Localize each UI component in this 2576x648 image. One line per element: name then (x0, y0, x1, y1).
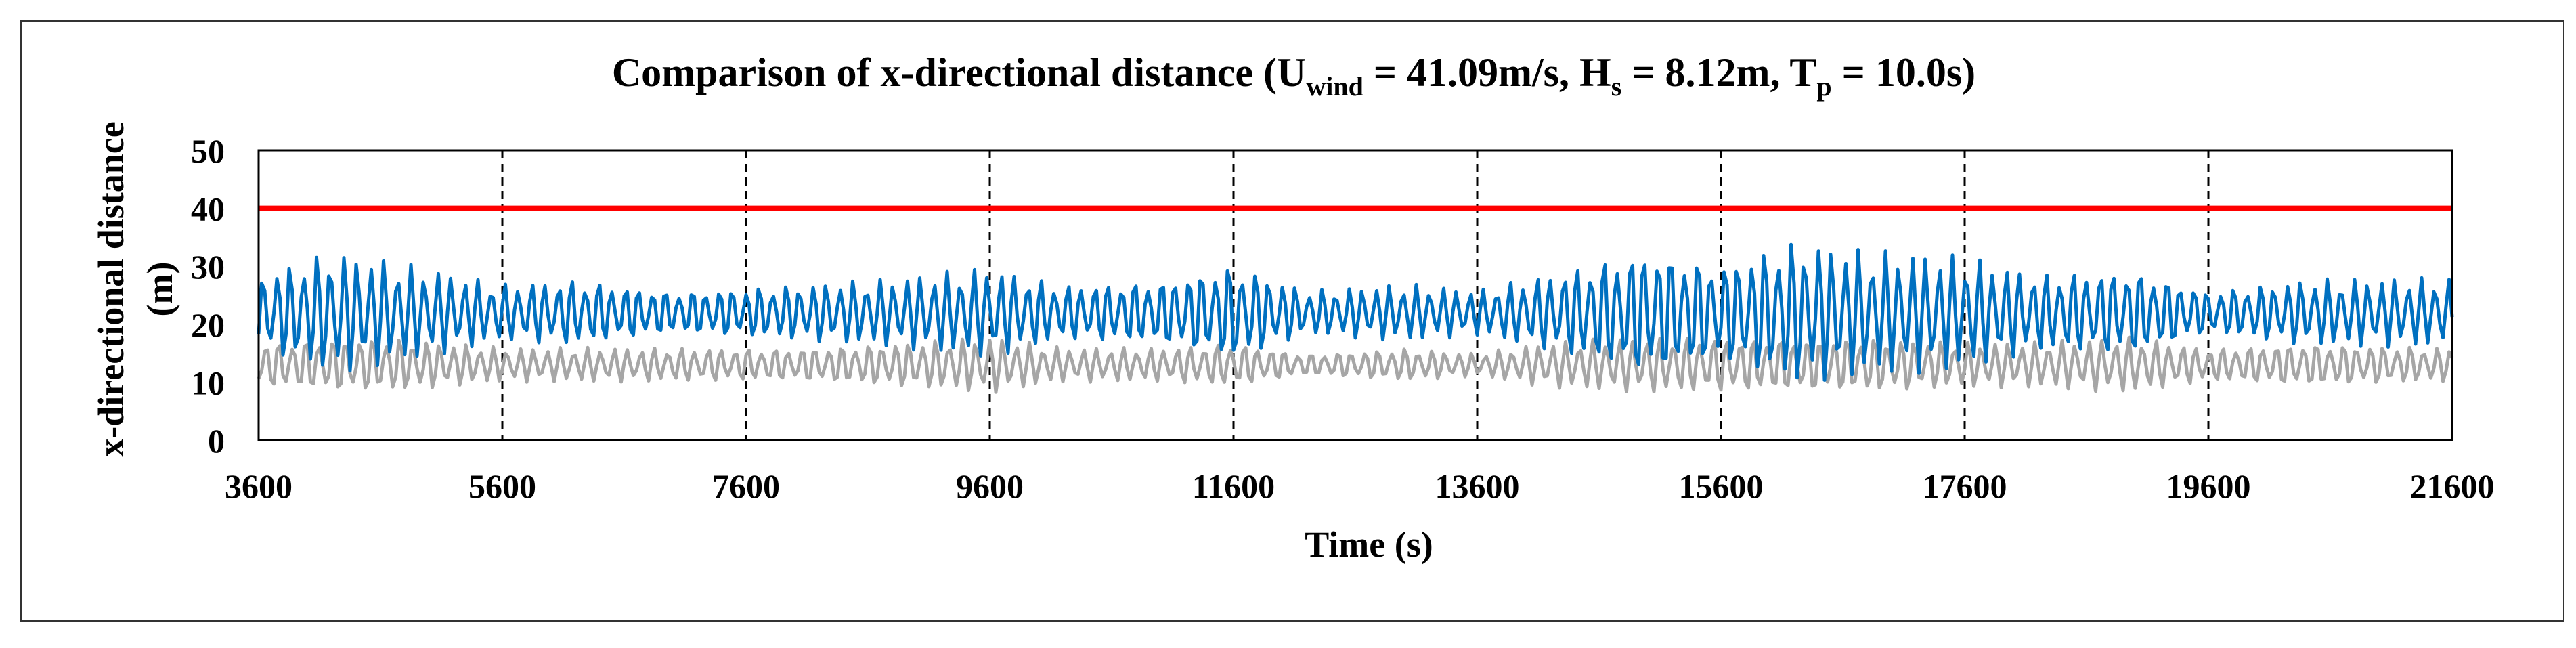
x-axis-label: Time (s) (1305, 524, 1433, 565)
series-line-gray-response (257, 335, 2454, 394)
x-tick-labels: 3600 5600 7600 9600 11600 13600 15600 17600 1960… (225, 467, 2495, 505)
series-line-blue-response (257, 242, 2454, 382)
title-wind-subscript: wind (1306, 71, 1363, 102)
x-tick-label: 3600 (225, 467, 292, 505)
y-axis-label-line1: x-directional distance (91, 121, 131, 456)
title-tp-subscript: p (1816, 71, 1831, 102)
x-tick-label: 19600 (2166, 467, 2251, 505)
y-tick-label: 20 (191, 306, 225, 344)
plot-area (257, 149, 2453, 441)
x-tick-label: 11600 (1192, 467, 1275, 505)
series-layer (257, 242, 2454, 394)
title-hs-subscript: s (1611, 71, 1622, 102)
y-axis-label-line2: (m) (139, 262, 180, 317)
x-tick-label: 13600 (1435, 467, 1520, 505)
y-axis-label: x-directional distance (m) (91, 121, 180, 456)
y-tick-label: 30 (191, 248, 225, 286)
x-tick-label: 21600 (2410, 467, 2495, 505)
y-tick-label: 40 (191, 190, 225, 228)
chart-frame: Comparison of x-directional distance (Uw… (20, 20, 2564, 622)
y-tick-labels: 0 10 20 30 40 50 (191, 132, 225, 460)
chart-title: Comparison of x-directional distance (Uw… (612, 50, 1975, 102)
y-tick-label: 10 (191, 364, 225, 402)
y-tick-label: 0 (208, 422, 225, 460)
x-tick-label: 17600 (1923, 467, 2007, 505)
y-tick-label: 50 (191, 132, 225, 170)
grid-layer (501, 150, 2210, 440)
x-tick-label: 5600 (468, 467, 536, 505)
x-tick-label: 15600 (1679, 467, 1764, 505)
x-tick-label: 7600 (712, 467, 780, 505)
chart-svg: Comparison of x-directional distance (Uw… (91, 50, 2495, 565)
x-tick-label: 9600 (956, 467, 1024, 505)
